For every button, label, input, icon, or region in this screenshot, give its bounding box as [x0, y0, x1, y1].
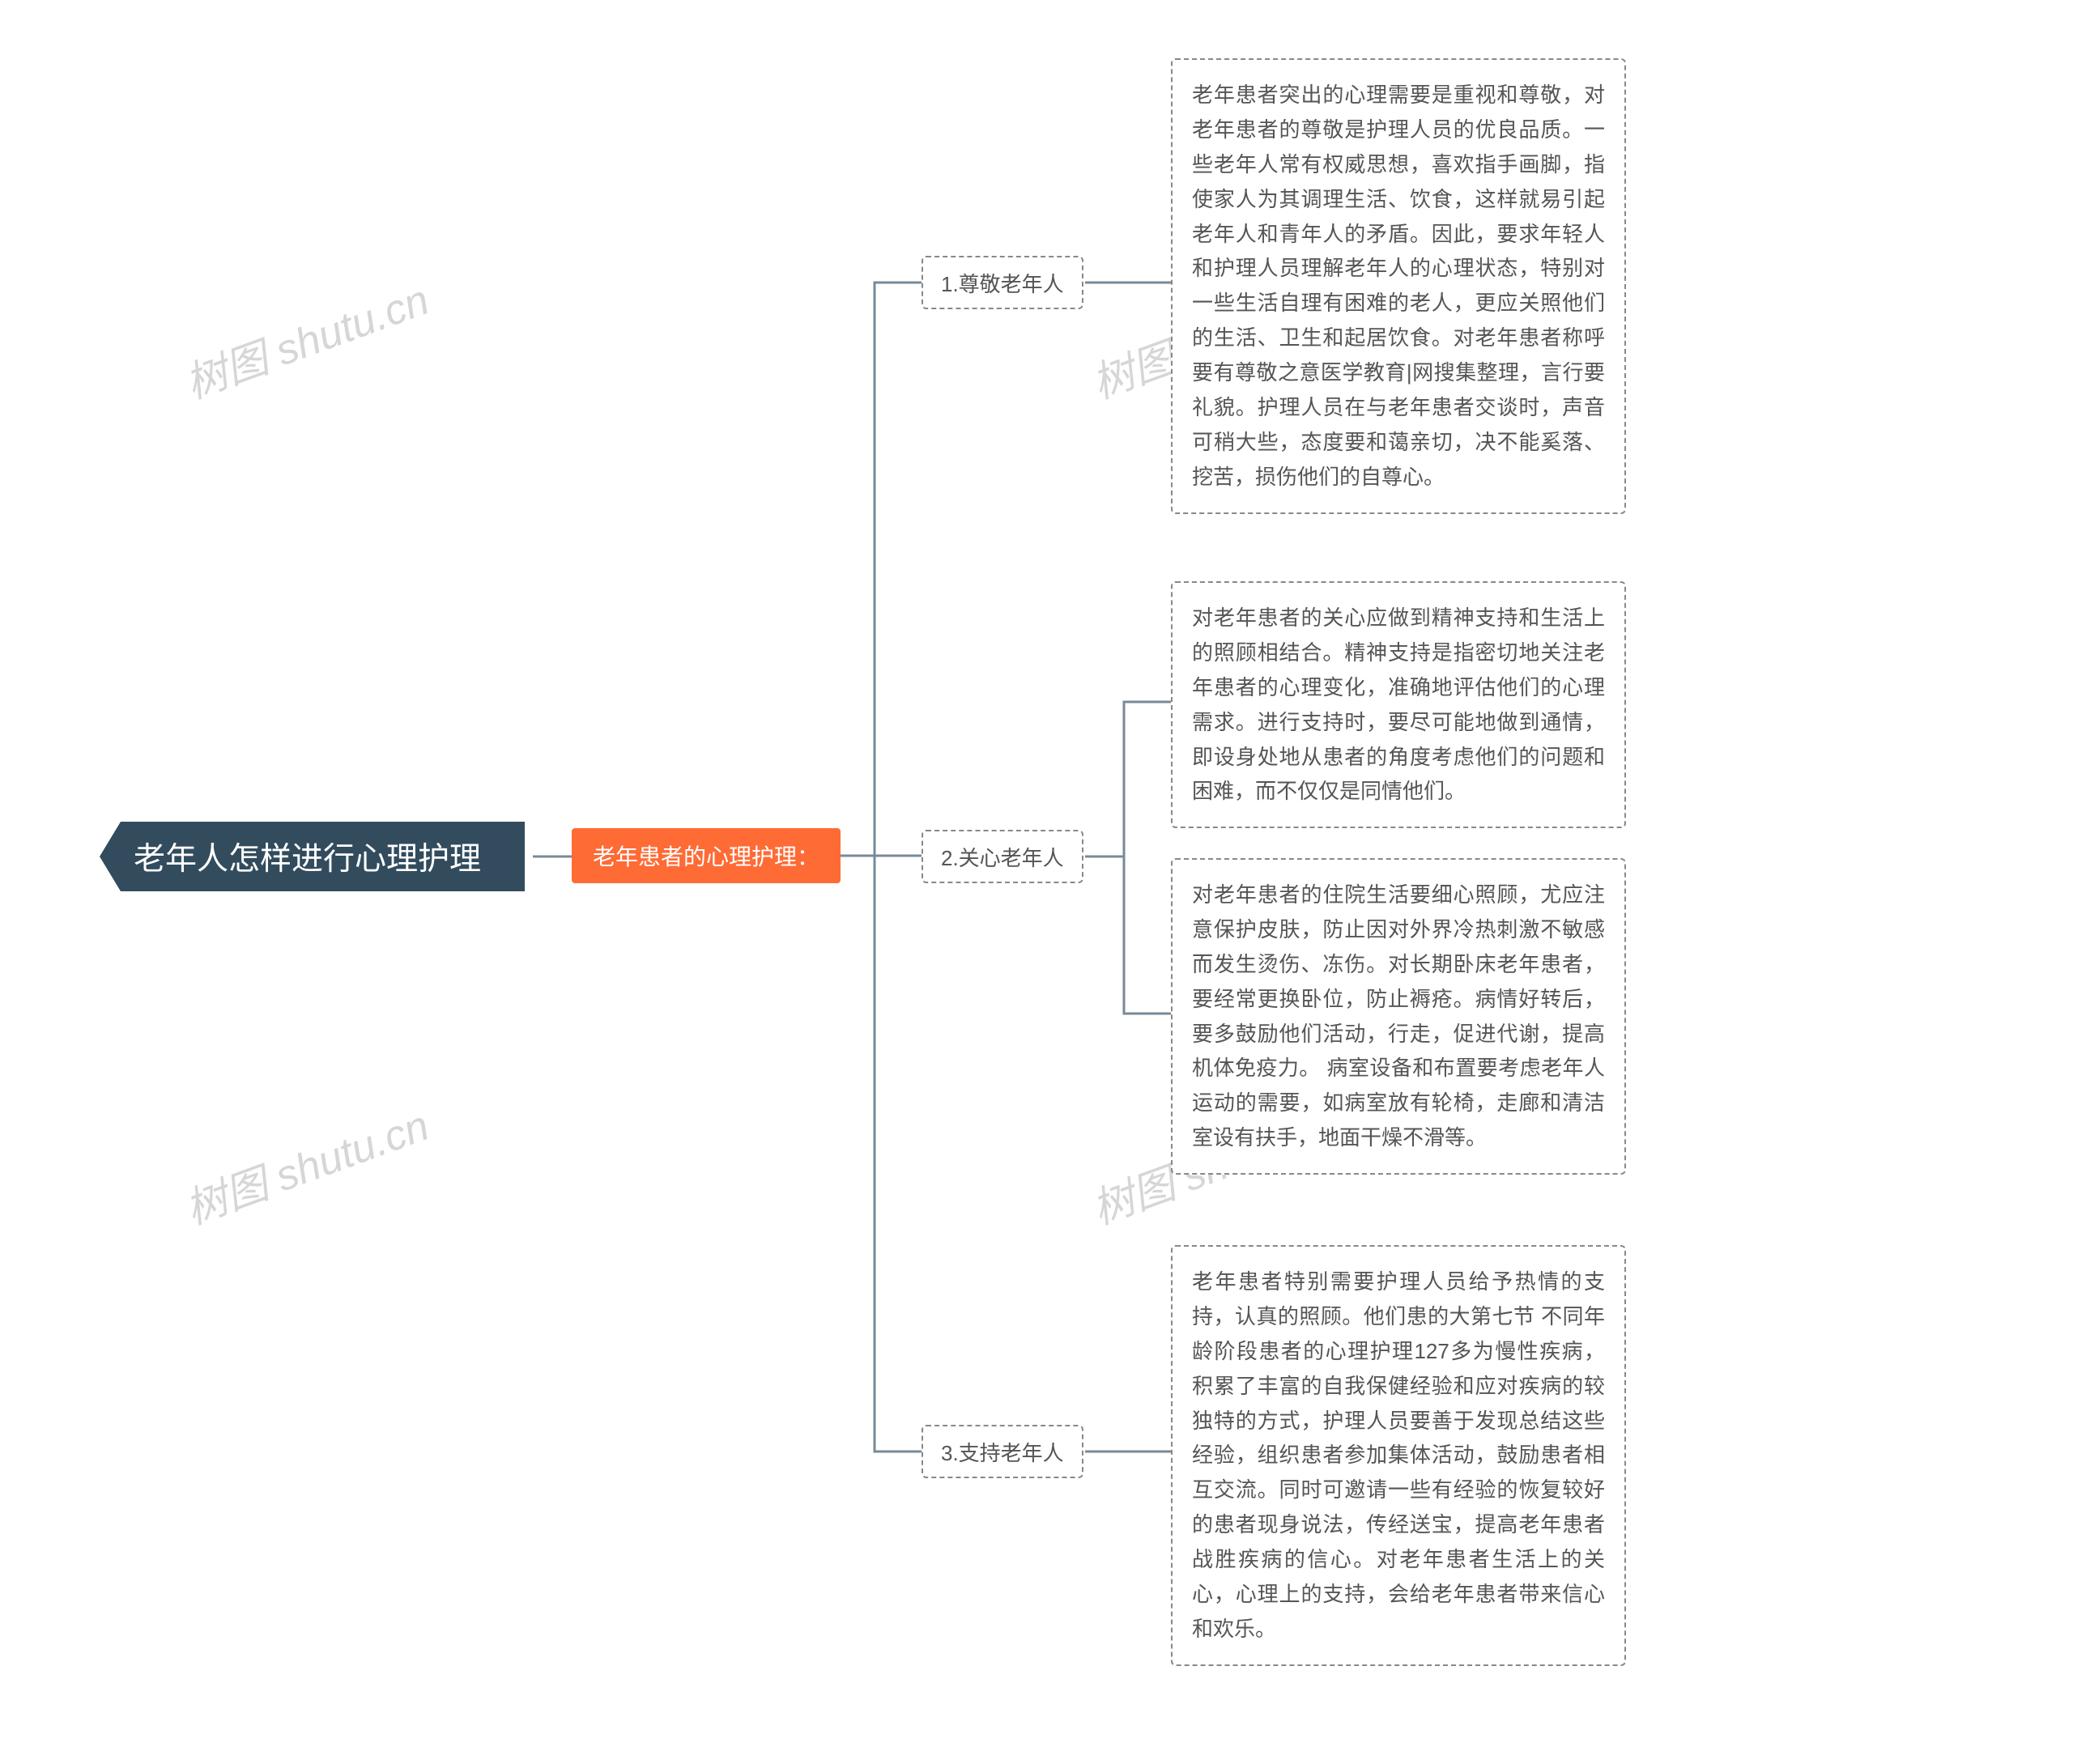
leaf-node: 对老年患者的住院生活要细心照顾，尤应注意保护皮肤，防止因对外界冷热刺激不敏感而发… [1171, 858, 1626, 1175]
level1-label: 老年患者的心理护理： [593, 839, 819, 872]
root-label: 老年人怎样进行心理护理 [134, 834, 481, 879]
branch-node: 1.尊敬老年人 [922, 256, 1083, 309]
branch-label: 2.关心老年人 [941, 842, 1064, 872]
leaf-node: 老年患者特别需要护理人员给予热情的支持，认真的照顾。他们患的大第七节 不同年龄阶… [1171, 1245, 1626, 1666]
leaf-text: 老年患者特别需要护理人员给予热情的支持，认真的照顾。他们患的大第七节 不同年龄阶… [1192, 1265, 1605, 1647]
branch-label: 1.尊敬老年人 [941, 268, 1064, 298]
level1-node: 老年患者的心理护理： [572, 828, 841, 883]
branch-node: 2.关心老年人 [922, 830, 1083, 883]
leaf-text: 老年患者突出的心理需要是重视和尊敬，对老年患者的尊敬是护理人员的优良品质。一些老… [1192, 78, 1605, 495]
mindmap-canvas: 树图 shutu.cn 树图 shutu.cn 树图 shutu.cn 树图 s… [0, 0, 2073, 1764]
branch-node: 3.支持老年人 [922, 1425, 1083, 1478]
watermark: 树图 shutu.cn [176, 1091, 436, 1235]
leaf-text: 对老年患者的关心应做到精神支持和生活上的照顾相结合。精神支持是指密切地关注老年患… [1192, 601, 1605, 809]
root-node: 老年人怎样进行心理护理 [100, 822, 525, 891]
leaf-node: 对老年患者的关心应做到精神支持和生活上的照顾相结合。精神支持是指密切地关注老年患… [1171, 581, 1626, 828]
branch-label: 3.支持老年人 [941, 1437, 1064, 1467]
leaf-text: 对老年患者的住院生活要细心照顾，尤应注意保护皮肤，防止因对外界冷热刺激不敏感而发… [1192, 878, 1605, 1155]
watermark: 树图 shutu.cn [176, 266, 436, 410]
leaf-node: 老年患者突出的心理需要是重视和尊敬，对老年患者的尊敬是护理人员的优良品质。一些老… [1171, 58, 1626, 514]
